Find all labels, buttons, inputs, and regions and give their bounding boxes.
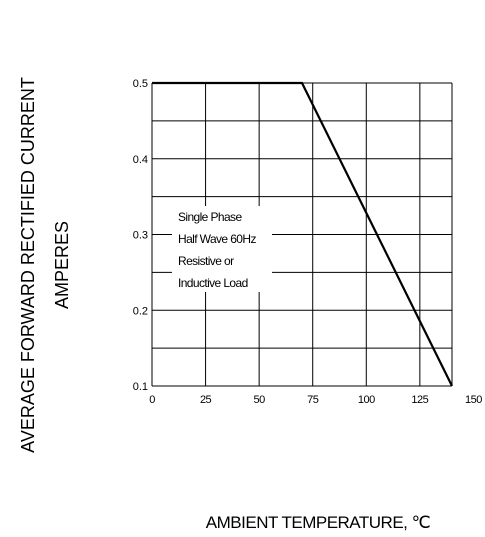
- y-tick-label: 0.3: [133, 230, 148, 242]
- y-axis-label-line-2: AMPERES: [52, 221, 72, 309]
- annotation-box: Single Phase Half Wave 60Hz Resistive or…: [172, 206, 272, 292]
- y-tick-label: 0.5: [133, 78, 148, 90]
- y-axis-label-line-1: AVERAGE FORWARD RECTIFIED CURRENT: [18, 77, 38, 453]
- annotation-line-4: Inductive Load: [178, 276, 248, 290]
- y-tick-label: 0.2: [133, 305, 148, 317]
- x-axis-label: AMBIENT TEMPERATURE, ℃: [206, 513, 430, 532]
- x-tick-label: 100: [358, 394, 375, 406]
- tick-labels: 0.1 0.2 0.3 0.4 0.5 0 25 50 75 100 125 150: [133, 78, 483, 406]
- series-line: [152, 81, 453, 387]
- x-tick-label: 0: [149, 394, 155, 406]
- y-tick-label: 0.1: [133, 381, 148, 393]
- x-tick-label: 50: [254, 394, 266, 406]
- annotation-line-3: Resistive or: [178, 254, 234, 268]
- x-tick-label: 75: [307, 394, 319, 406]
- x-tick-label: 25: [200, 394, 212, 406]
- annotation-line-2: Half Wave 60Hz: [178, 232, 256, 246]
- x-tick-label: 150: [465, 394, 482, 406]
- y-tick-label: 0.4: [133, 154, 148, 166]
- x-tick-label: 125: [411, 394, 428, 406]
- annotation-line-1: Single Phase: [178, 210, 242, 224]
